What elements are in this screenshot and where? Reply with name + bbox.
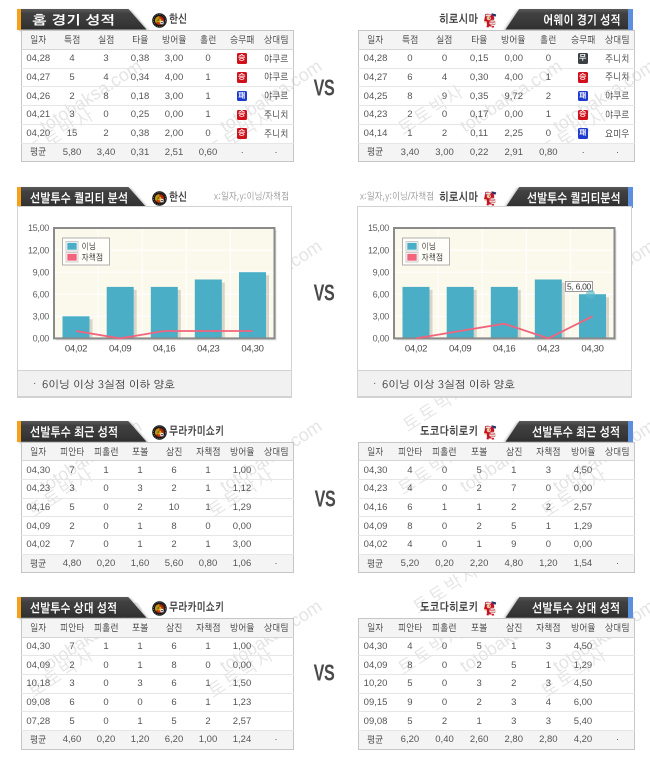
svg-text:04,23: 04,23	[197, 343, 219, 354]
svg-text:04,02: 04,02	[404, 343, 426, 354]
svg-text:04,30: 04,30	[581, 343, 603, 354]
svg-text:6,00: 6,00	[32, 289, 49, 299]
svg-text:04,09: 04,09	[109, 343, 131, 354]
svg-text:0,00: 0,00	[32, 334, 49, 344]
svg-text:15,00: 15,00	[367, 223, 388, 233]
svg-text:0,00: 0,00	[372, 334, 389, 344]
svg-text:5, 6,00: 5, 6,00	[567, 282, 591, 292]
svg-text:12,00: 12,00	[367, 245, 388, 255]
svg-text:3,00: 3,00	[32, 312, 49, 322]
svg-text:04,30: 04,30	[241, 343, 263, 354]
svg-text:6,00: 6,00	[372, 289, 389, 299]
svg-text:12,00: 12,00	[27, 245, 48, 255]
svg-text:04,23: 04,23	[537, 343, 559, 354]
svg-text:15,00: 15,00	[27, 223, 48, 233]
svg-text:04,02: 04,02	[64, 343, 86, 354]
svg-text:9,00: 9,00	[372, 267, 389, 277]
svg-text:04,09: 04,09	[449, 343, 471, 354]
svg-text:9,00: 9,00	[32, 267, 49, 277]
svg-text:04,16: 04,16	[153, 343, 175, 354]
svg-text:3,00: 3,00	[372, 312, 389, 322]
svg-text:04,16: 04,16	[493, 343, 515, 354]
